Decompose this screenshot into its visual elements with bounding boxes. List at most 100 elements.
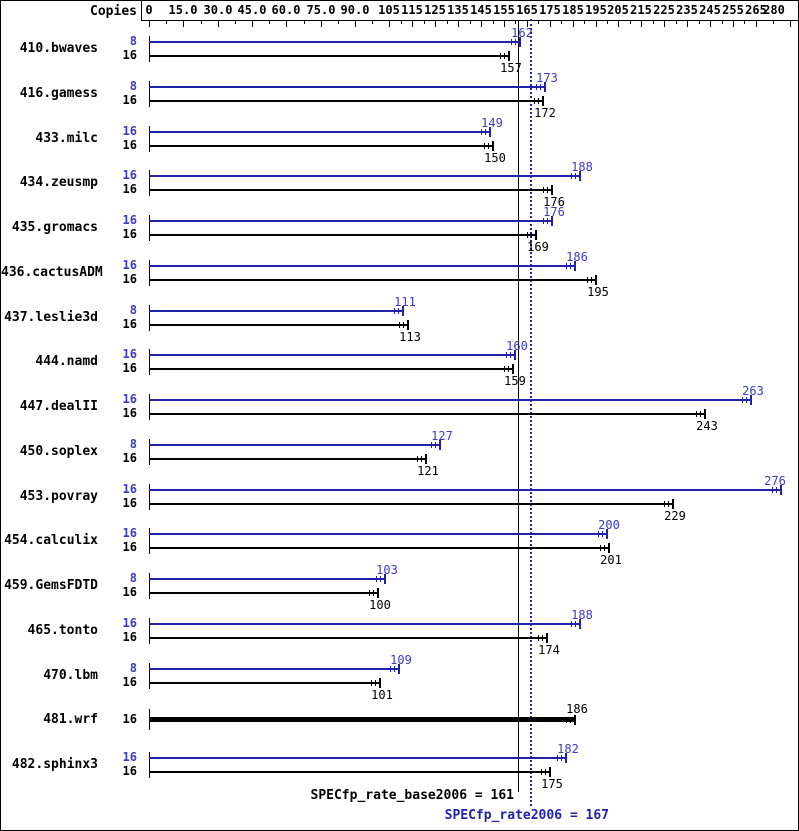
482.sphinx3-peak-bar <box>149 757 566 759</box>
axis-tick-label: 0 <box>145 3 153 17</box>
axis-tick-label: 15.0 <box>168 3 198 17</box>
run-tick <box>542 635 543 641</box>
copies-label: 16 <box>122 764 137 778</box>
run-tick <box>700 411 701 417</box>
base-value-label: 157 <box>500 61 522 75</box>
run-tick <box>575 173 576 179</box>
axis-minor-tick <box>470 20 471 24</box>
447.dealII-peak-bar <box>149 399 751 401</box>
416.gamess-peak-bar <box>149 86 545 88</box>
453.povray-peak-bar <box>149 489 781 491</box>
axis-major-tick <box>218 20 219 27</box>
437.leslie3d-base-bar <box>149 324 408 326</box>
peak-value-label: 263 <box>742 384 764 398</box>
copies-label: 16 <box>122 392 137 406</box>
base-score-label: SPECfp_rate_base2006 = 161 <box>310 788 515 803</box>
axis-tick-label: 255 <box>722 3 744 17</box>
row-spine <box>149 752 150 778</box>
run-tick <box>399 322 400 328</box>
copies-label: 16 <box>122 712 137 726</box>
axis-minor-tick <box>722 20 723 24</box>
axis-tick-label: 115 <box>401 3 423 17</box>
copies-label: 16 <box>122 616 137 630</box>
axis-minor-tick <box>515 20 516 24</box>
bar-end-cap <box>439 440 441 450</box>
axis-major-tick <box>550 20 551 27</box>
row-spine <box>149 36 150 62</box>
bar-end-cap <box>425 454 427 464</box>
base-value-label: 176 <box>543 195 565 209</box>
bar-end-cap <box>514 350 516 360</box>
axis-tick-label: 155 <box>493 3 515 17</box>
base-value-label: 243 <box>696 419 718 433</box>
peak-value-label: 111 <box>394 295 416 309</box>
axis-tick-label: 90.0 <box>340 3 370 17</box>
run-tick <box>508 366 509 372</box>
run-tick <box>566 717 567 723</box>
axis-minor-tick <box>773 20 774 24</box>
bar-end-cap <box>546 633 548 643</box>
peak-reference-line <box>530 19 532 806</box>
436.cactusADM-base-bar <box>149 279 596 281</box>
bar-end-cap <box>565 753 567 763</box>
axis-minor-tick <box>447 20 448 24</box>
base-value-label: 229 <box>664 509 686 523</box>
433.milc-base-bar <box>149 145 493 147</box>
axis-minor-tick <box>653 20 654 24</box>
copies-header-label: Copies <box>90 4 137 19</box>
459.GemsFDTD-peak-bar <box>149 578 385 580</box>
copies-label: 16 <box>122 526 137 540</box>
row-spine <box>149 305 150 331</box>
axis-tick-label: 265 <box>745 3 767 17</box>
base-value-label: 100 <box>369 598 391 612</box>
bar-end-cap <box>489 127 491 137</box>
run-tick <box>376 576 377 582</box>
base-value-label: 174 <box>538 643 560 657</box>
base-value-label: 101 <box>371 688 393 702</box>
copies-label: 16 <box>122 630 137 644</box>
peak-value-label: 176 <box>543 205 565 219</box>
peak-value-label: 200 <box>598 518 620 532</box>
run-tick <box>398 308 399 314</box>
bar-end-cap <box>407 320 409 330</box>
run-tick <box>543 187 544 193</box>
copies-label: 8 <box>129 34 137 48</box>
run-tick <box>484 143 485 149</box>
bar-end-cap <box>379 678 381 688</box>
axis-tick-label: 280 <box>763 3 785 17</box>
benchmark-name: 482.sphinx3 <box>11 757 98 772</box>
run-tick <box>500 53 501 59</box>
run-tick <box>772 487 773 493</box>
axis-minor-tick <box>269 20 270 24</box>
axis-minor-tick <box>676 20 677 24</box>
copies-label: 16 <box>122 182 137 196</box>
peak-value-label: 182 <box>557 742 579 756</box>
axis-major-tick <box>756 20 757 27</box>
benchmark-name: 435.gromacs <box>11 220 98 235</box>
axis-tick-label: 30.0 <box>203 3 233 17</box>
run-tick <box>696 411 697 417</box>
444.namd-peak-bar <box>149 354 515 356</box>
copies-label: 16 <box>122 138 137 152</box>
copies-label: 16 <box>122 675 137 689</box>
axis-major-tick <box>435 20 436 27</box>
bar-end-cap <box>542 96 544 106</box>
axis-line <box>141 20 798 21</box>
axis-tick-label: 125 <box>424 3 446 17</box>
axis-major-tick <box>149 20 150 27</box>
run-tick <box>485 129 486 135</box>
axis-minor-tick <box>235 20 236 24</box>
run-tick <box>566 263 567 269</box>
run-tick <box>417 456 418 462</box>
run-tick <box>664 501 665 507</box>
copies-label: 16 <box>122 124 137 138</box>
434.zeusmp-base-bar <box>149 189 552 191</box>
axis-tick-label: 245 <box>699 3 721 17</box>
run-tick <box>488 143 489 149</box>
435.gromacs-base-bar <box>149 234 536 236</box>
benchmark-name: 433.milc <box>35 131 98 146</box>
482.sphinx3-base-bar <box>149 771 550 773</box>
axis-major-tick <box>573 20 574 27</box>
axis-major-tick <box>687 20 688 27</box>
